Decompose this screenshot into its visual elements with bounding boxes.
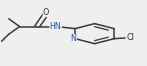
Text: O: O	[43, 8, 49, 17]
Text: Cl: Cl	[126, 33, 134, 42]
Text: HN: HN	[50, 22, 61, 31]
Text: N: N	[71, 34, 77, 43]
